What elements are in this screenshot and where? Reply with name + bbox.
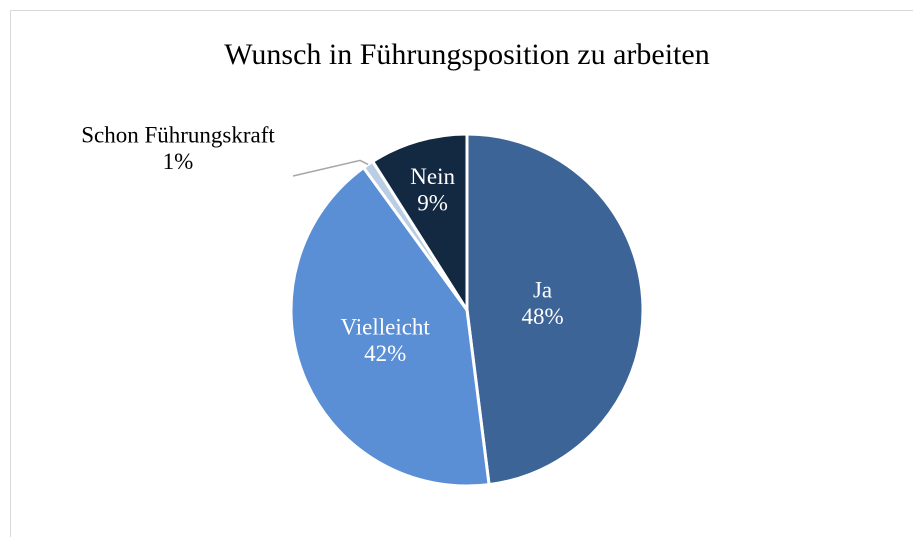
data-label: Nein 9% <box>410 164 455 215</box>
leader-line <box>292 159 369 177</box>
pie-slice <box>465 132 645 487</box>
chart-title: Wunsch in Führungsposition zu arbeiten <box>224 38 709 71</box>
data-label-value: 48% <box>521 304 563 329</box>
data-label-category: Schon Führungskraft <box>81 123 275 148</box>
pie-slice <box>289 165 491 488</box>
pie-slice <box>370 132 469 316</box>
data-label-value: 9% <box>417 191 448 216</box>
data-label: Ja 48% <box>521 278 563 329</box>
data-label-category: Ja <box>533 278 552 303</box>
data-label-category: Vielleicht <box>341 315 431 340</box>
data-label-category: Nein <box>410 164 455 189</box>
data-label-value: 42% <box>364 341 406 366</box>
data-label: Schon Führungskraft 1% <box>81 123 275 174</box>
data-label: Vielleicht 42% <box>341 315 431 366</box>
data-label-value: 1% <box>163 149 194 174</box>
